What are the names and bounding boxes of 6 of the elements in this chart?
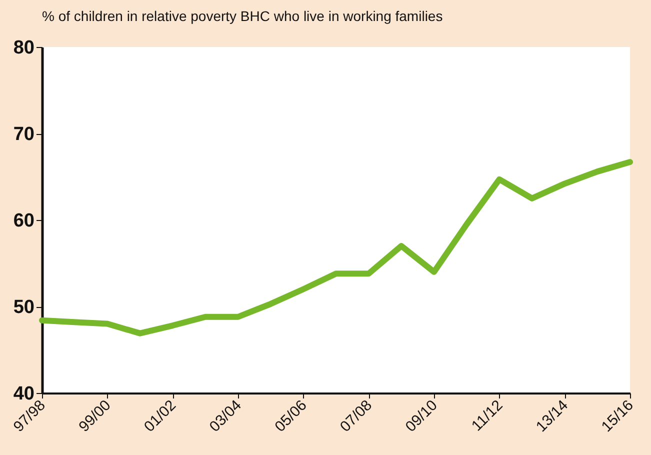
y-tick-label: 60 — [13, 210, 34, 232]
chart-title: % of children in relative poverty BHC who live in working families — [42, 8, 443, 24]
y-tick-label: 50 — [13, 297, 34, 318]
y-tick-label: 70 — [13, 124, 34, 145]
y-tick-label: 40 — [13, 384, 34, 404]
y-tick-label: 80 — [13, 38, 34, 58]
